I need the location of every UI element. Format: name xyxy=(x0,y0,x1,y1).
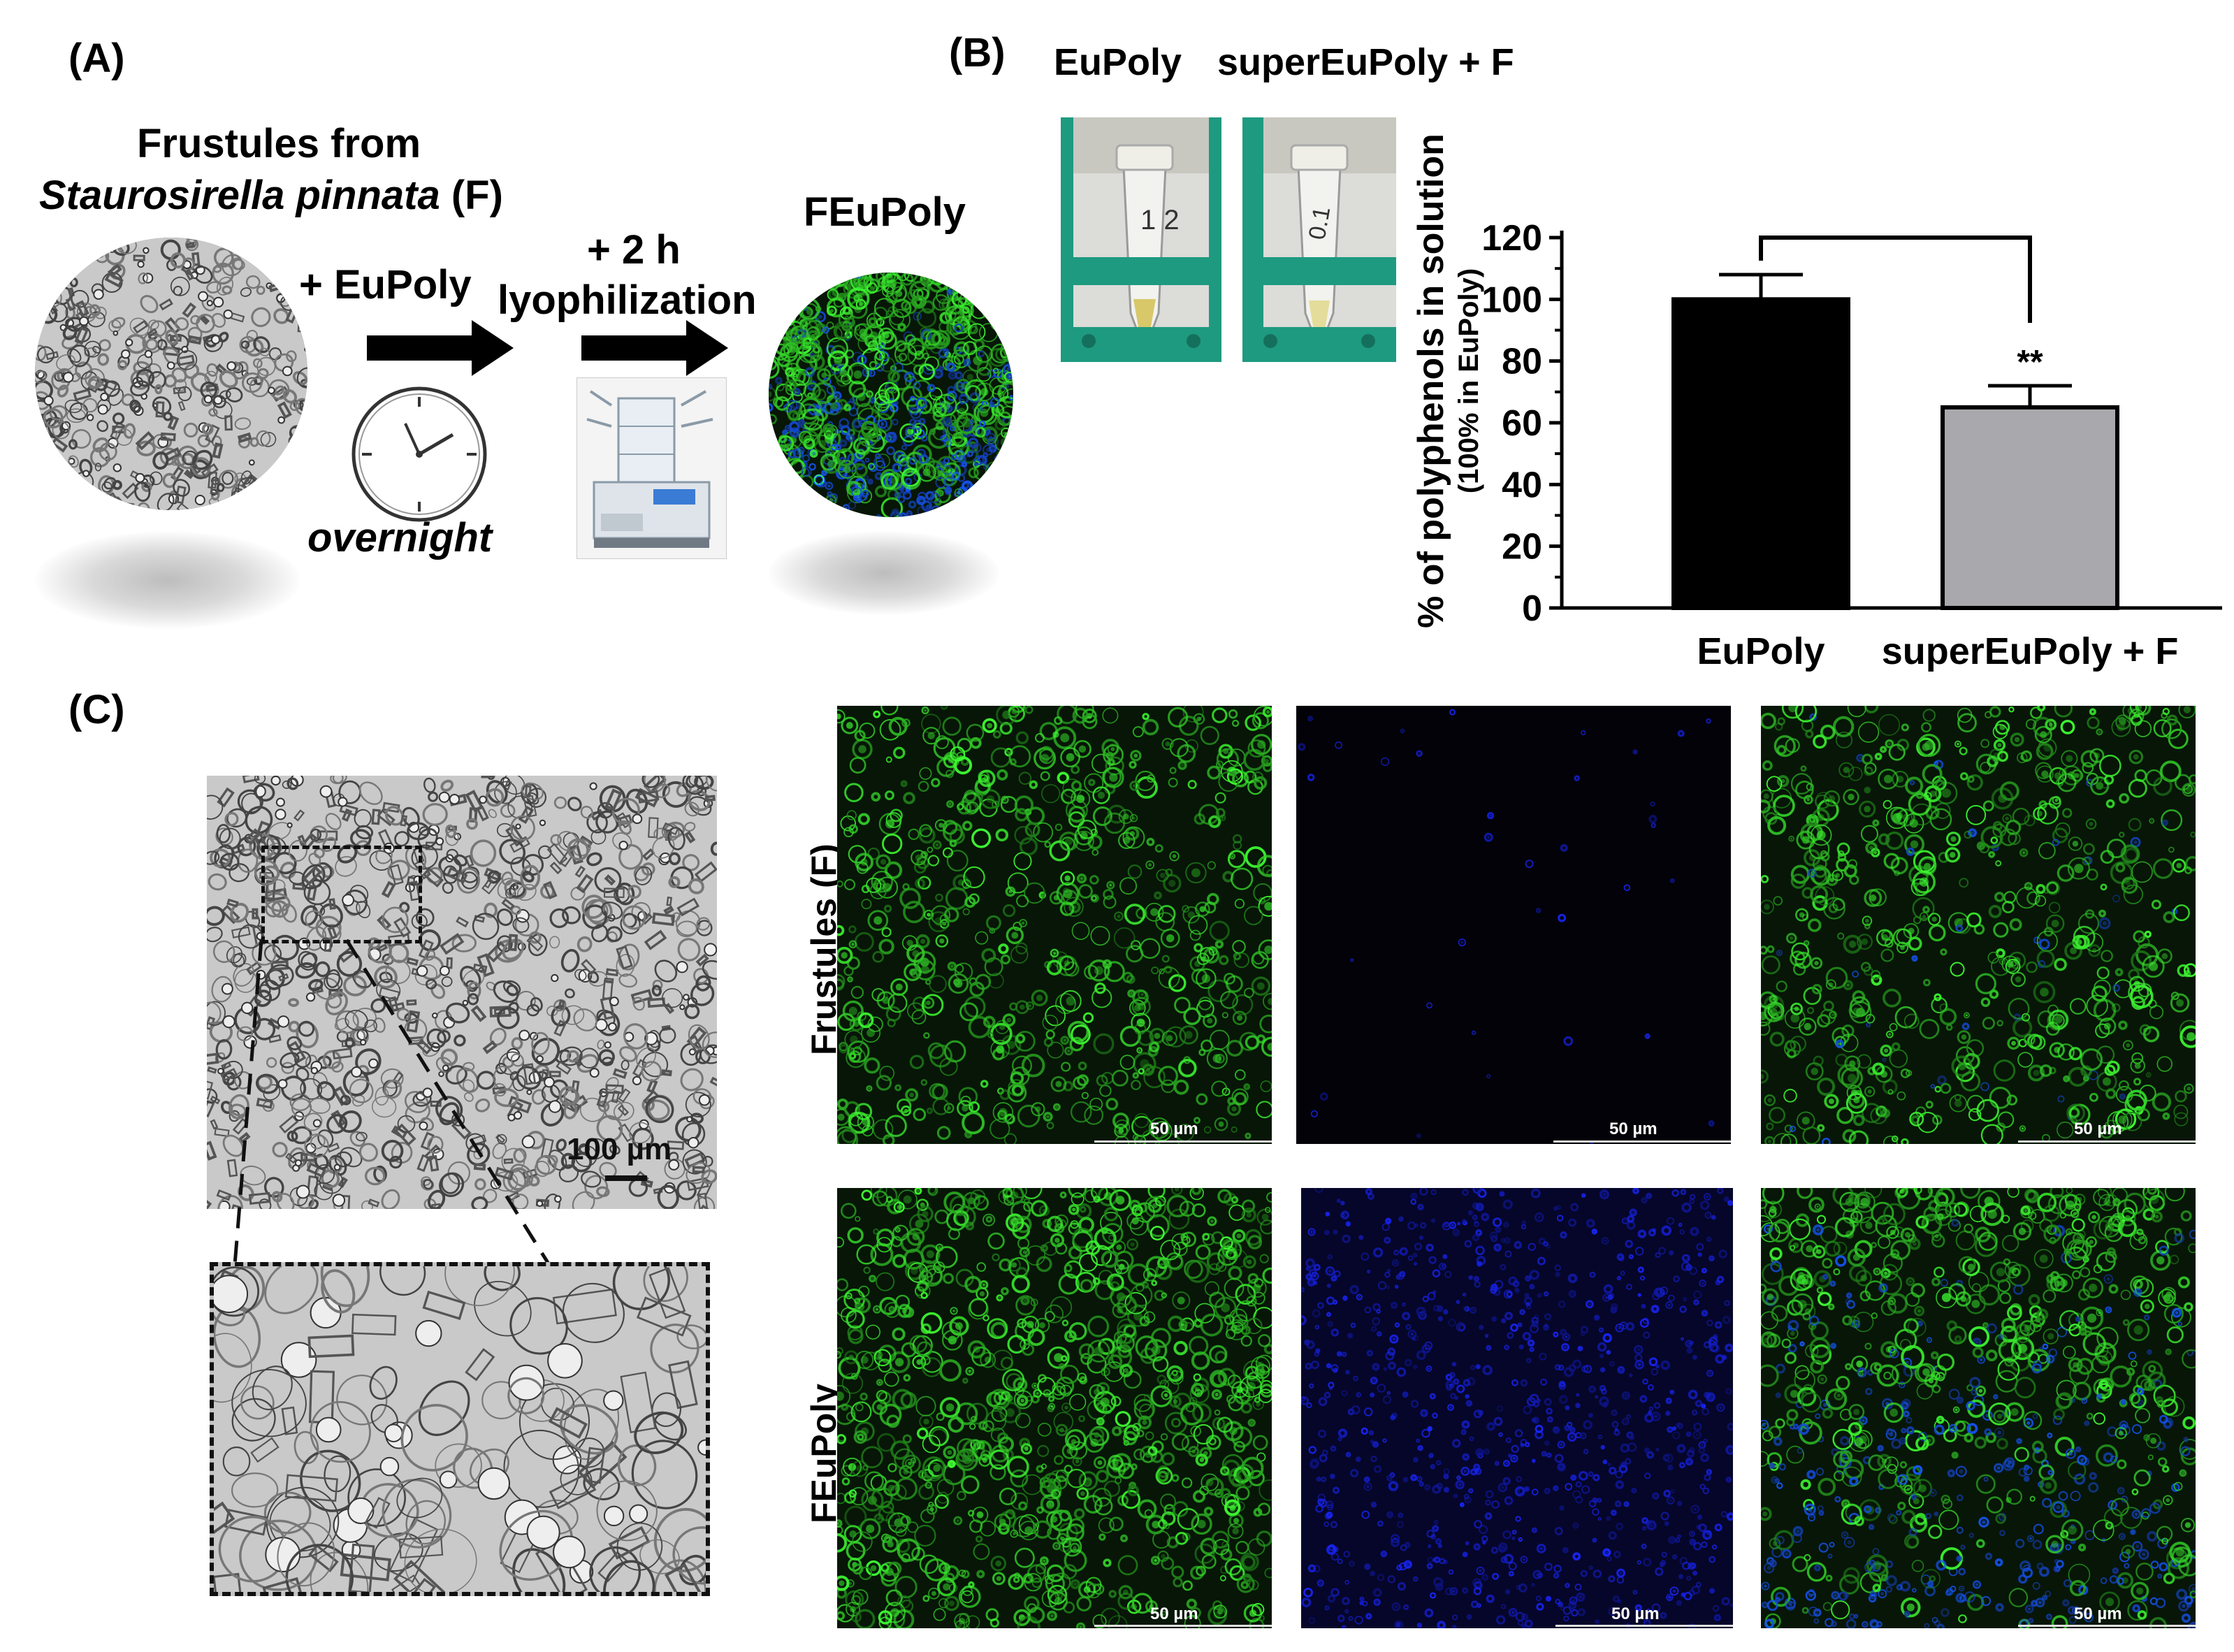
y-tick-label: 0 xyxy=(1522,588,1542,629)
y-tick-label: 60 xyxy=(1502,403,1542,444)
scale-line-4 xyxy=(1094,1625,1272,1627)
x-tick-label-1: EuPoly xyxy=(1697,630,1825,672)
scale-bar-bw xyxy=(605,1175,647,1181)
tube1-text: 1 2 xyxy=(1140,205,1180,236)
y-tick-label: 100 xyxy=(1481,280,1542,320)
frustules-merge: 50 µm xyxy=(1761,706,2196,1144)
tube-photo-1: 1 2 xyxy=(1061,117,1221,362)
merge-texture-1 xyxy=(1761,706,2196,1144)
feupoly-texture xyxy=(769,273,1013,517)
step2-line1: + 2 h xyxy=(587,227,681,273)
frustules-title-line2: Staurosirella pinnata (F) xyxy=(39,172,503,219)
green-texture-2 xyxy=(837,1188,1272,1628)
frustules-texture xyxy=(35,238,307,510)
panel-label-c: (C) xyxy=(68,687,125,732)
arrow-2-icon xyxy=(581,320,728,376)
x-tick-label-2: superEuPoly + F xyxy=(1882,630,2179,672)
scale-label-2: 50 µm xyxy=(1609,1120,1658,1138)
product-label: FEuPoly xyxy=(804,189,966,235)
merge-texture-2 xyxy=(1761,1188,2196,1628)
scale-bar-bw-label: 100 µm xyxy=(567,1132,672,1166)
scale-line-5 xyxy=(1555,1625,1733,1627)
lyophilizer-icon xyxy=(576,377,727,559)
panel-label-b: (B) xyxy=(949,30,1006,75)
feupoly-merge: 50 µm xyxy=(1761,1188,2196,1628)
y-tick-label: 120 xyxy=(1481,218,1542,259)
scale-label-1: 50 µm xyxy=(1150,1120,1198,1138)
frustules-green-channel: 50 µm xyxy=(837,706,1272,1144)
scale-line-2 xyxy=(1553,1140,1731,1143)
brightfield-image: 100 µm xyxy=(207,776,717,1209)
step1-label: + EuPoly xyxy=(299,262,472,307)
zoom-lines xyxy=(233,939,551,1266)
scale-line-1 xyxy=(1094,1140,1272,1143)
scale-label-5: 50 µm xyxy=(1611,1604,1660,1623)
feupoly-circle xyxy=(769,273,1013,517)
scale-line-6 xyxy=(2018,1625,2196,1627)
brightfield-zoom-texture xyxy=(214,1266,706,1592)
blue-texture-1 xyxy=(1296,706,1731,1144)
shadow-right xyxy=(769,531,999,615)
bar-2 xyxy=(1941,405,2119,610)
blue-texture-2 xyxy=(1301,1188,1733,1628)
y-tick-label: 20 xyxy=(1502,527,1542,567)
species-name: Staurosirella pinnata xyxy=(39,173,440,218)
brightfield-zoom xyxy=(210,1262,710,1596)
photo-label-eupoly: EuPoly xyxy=(1054,41,1182,83)
frustules-title-line1: Frustules from xyxy=(137,121,421,166)
tube2-text: 0.1 xyxy=(1304,205,1336,242)
scale-label-3: 50 µm xyxy=(2074,1120,2122,1138)
significance-bracket xyxy=(1759,236,2032,323)
green-texture-1 xyxy=(837,706,1272,1144)
y-tick-label: 40 xyxy=(1502,465,1542,505)
panel-label-a: (A) xyxy=(68,36,125,81)
scale-label-6: 50 µm xyxy=(2074,1604,2122,1623)
step1-time: overnight xyxy=(307,515,493,560)
arrow-1-icon xyxy=(367,320,514,376)
tube-photo-2: 0.1 xyxy=(1242,117,1396,362)
species-suffix: (F) xyxy=(440,173,503,218)
clock-icon xyxy=(351,386,487,522)
photo-label-supereupoly: superEuPoly + F xyxy=(1217,41,1514,83)
bar-1 xyxy=(1671,297,1850,610)
bar-chart: 0 20 40 60 80 100 120 % of polyphenols in solut… xyxy=(1411,133,2222,672)
significance-marker: ** xyxy=(2017,344,2043,381)
step2-line2: lyophilization xyxy=(498,277,757,323)
frustules-circle xyxy=(35,238,307,510)
shadow-left xyxy=(35,531,300,629)
feupoly-blue-channel: 50 µm xyxy=(1301,1188,1733,1628)
y-tick-label: 80 xyxy=(1502,342,1542,382)
scale-label-4: 50 µm xyxy=(1150,1604,1198,1623)
y-axis-label: % of polyphenols in solution xyxy=(1411,133,1451,628)
feupoly-green-channel: 50 µm xyxy=(837,1188,1272,1628)
y-axis-sublabel: (100% in EuPoly) xyxy=(1453,268,1484,493)
scale-line-3 xyxy=(2018,1140,2196,1143)
frustules-blue-channel: 50 µm xyxy=(1296,706,1731,1144)
zoom-roi-box xyxy=(261,846,422,943)
